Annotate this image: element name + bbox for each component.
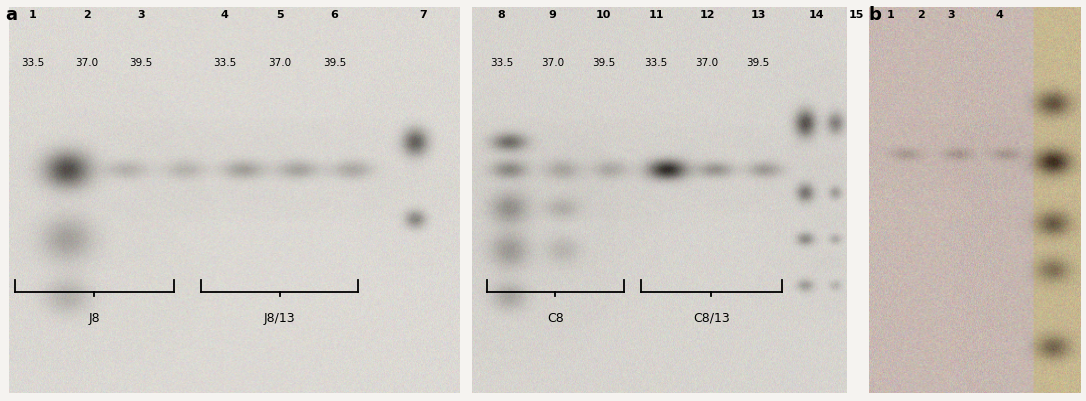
Text: 39.5: 39.5: [592, 58, 616, 68]
Text: 1: 1: [886, 10, 895, 20]
Text: 37.0: 37.0: [695, 58, 719, 68]
Text: 39.5: 39.5: [323, 58, 346, 68]
Text: 39.5: 39.5: [746, 58, 770, 68]
Text: 6: 6: [330, 10, 339, 20]
Text: 7: 7: [419, 10, 428, 20]
Text: 33.5: 33.5: [644, 58, 668, 68]
Text: 37.0: 37.0: [268, 58, 292, 68]
Text: 4: 4: [220, 10, 229, 20]
Text: 3: 3: [137, 10, 146, 20]
Text: 15: 15: [849, 10, 864, 20]
Text: 9: 9: [548, 10, 557, 20]
Text: b: b: [869, 6, 882, 24]
Text: 37.0: 37.0: [75, 58, 99, 68]
Text: C8: C8: [547, 311, 564, 324]
Text: a: a: [5, 6, 17, 24]
Text: 11: 11: [648, 10, 664, 20]
Text: 12: 12: [699, 10, 715, 20]
Text: 2: 2: [917, 10, 925, 20]
Text: 14: 14: [809, 10, 824, 20]
Text: 39.5: 39.5: [129, 58, 153, 68]
Text: 10: 10: [596, 10, 611, 20]
Text: 2: 2: [83, 10, 91, 20]
Text: 33.5: 33.5: [21, 58, 45, 68]
Text: 3: 3: [947, 10, 956, 20]
Text: 5: 5: [276, 10, 285, 20]
Text: 33.5: 33.5: [490, 58, 514, 68]
Text: J8: J8: [89, 311, 100, 324]
Text: 13: 13: [750, 10, 766, 20]
Text: J8/13: J8/13: [264, 311, 295, 324]
Text: 37.0: 37.0: [541, 58, 565, 68]
Text: 8: 8: [497, 10, 506, 20]
Text: C8/13: C8/13: [693, 311, 730, 324]
Text: 4: 4: [995, 10, 1003, 20]
Text: 33.5: 33.5: [213, 58, 237, 68]
Text: 1: 1: [28, 10, 37, 20]
